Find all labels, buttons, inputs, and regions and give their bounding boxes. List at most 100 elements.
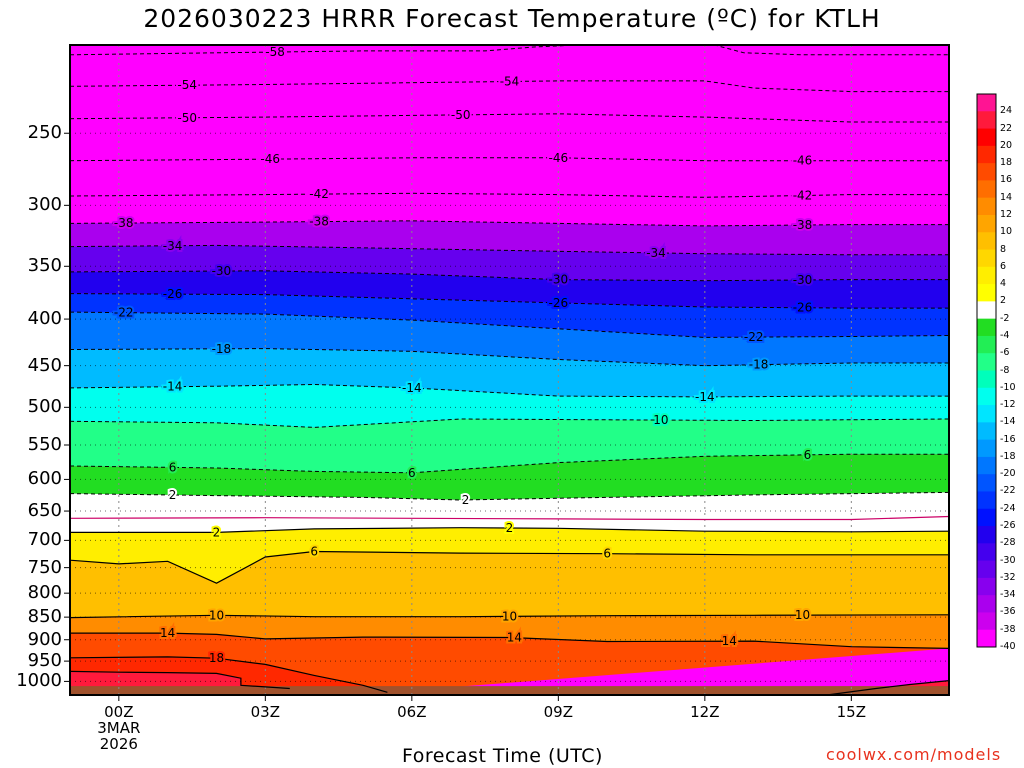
contour-label: -50 <box>451 108 471 122</box>
contour-label: -38 <box>793 218 813 232</box>
colorbar-label: 4 <box>1000 278 1007 290</box>
band--46 <box>70 113 949 161</box>
colorbar-label: -18 <box>1000 450 1016 462</box>
contour-label: -42 <box>309 187 329 201</box>
colorbar-swatch <box>977 629 996 648</box>
contour-label: -14 <box>695 390 715 404</box>
x-tick-label: 09Z <box>543 703 574 721</box>
band--50 <box>70 80 949 122</box>
colorbar-swatch <box>977 266 996 285</box>
colorbar-label: -34 <box>1000 589 1016 601</box>
contour-label: -18 <box>749 358 769 372</box>
band-14 <box>70 614 949 649</box>
colorbar-label: 12 <box>1000 208 1013 220</box>
colorbar-swatch <box>977 439 996 458</box>
contour-label: -46 <box>260 152 280 166</box>
colorbar-swatch <box>977 111 996 130</box>
y-tick-label: 500 <box>27 396 62 418</box>
contour-label: -54 <box>177 78 197 92</box>
colorbar-label: -16 <box>1000 433 1016 445</box>
x-tick-sublabel: 2026 <box>99 735 138 753</box>
colorbar-swatch <box>977 353 996 371</box>
colorbar-label: 14 <box>1000 191 1013 203</box>
colorbar-swatch <box>977 612 996 631</box>
colorbar-label: 2 <box>1000 295 1007 307</box>
contour-label: -22 <box>114 306 134 320</box>
band-6 <box>70 527 949 584</box>
x-axis-label: Forecast Time (UTC) <box>402 745 603 767</box>
contour-label: -54 <box>500 74 520 88</box>
contour-line <box>69 80 949 93</box>
y-tick-label: 800 <box>27 582 62 604</box>
chart-title: 2026030223 HRRR Forecast Temperature (ºC… <box>143 4 881 33</box>
colorbar-label: -32 <box>1000 571 1016 583</box>
colorbar-label: -2 <box>1000 312 1010 324</box>
colorbar-label: -20 <box>1000 468 1016 480</box>
contour-label: 10 <box>209 608 224 622</box>
colorbar-swatch <box>977 595 996 613</box>
contour-line <box>69 670 290 690</box>
colorbar-swatch <box>977 249 996 268</box>
colorbar-swatch <box>977 335 996 354</box>
colorbar-label: -22 <box>1000 485 1016 497</box>
contour-label: -30 <box>793 273 813 287</box>
colorbar-swatch <box>977 508 996 527</box>
colorbar-swatch <box>977 180 996 199</box>
contour-label: -26 <box>549 296 569 310</box>
colorbar-swatch <box>977 301 996 320</box>
y-tick-label: 950 <box>27 650 62 672</box>
colorbar-label: -36 <box>1000 606 1016 618</box>
colorbar-swatch <box>977 232 996 251</box>
contour-label: 6 <box>804 448 812 462</box>
colorbar-swatch <box>977 543 996 562</box>
band-2 <box>70 516 949 533</box>
colorbar-label: -40 <box>1000 641 1016 652</box>
colorbar-swatch <box>977 163 996 181</box>
colorbar-label: -30 <box>1000 554 1016 566</box>
x-tick-label: 03Z <box>250 703 281 721</box>
contour-label: 14 <box>722 634 737 648</box>
y-tick-label: 700 <box>27 529 62 551</box>
x-tick-label: 15Z <box>836 703 867 721</box>
band--38 <box>70 193 949 226</box>
contour-label: -14 <box>163 380 183 394</box>
contour-label: 2 <box>169 488 177 502</box>
colorbar-swatch <box>977 577 996 596</box>
contour-label: -34 <box>646 246 666 260</box>
colorbar-swatch <box>977 560 996 579</box>
colorbar-swatch <box>977 145 996 164</box>
colorbar-swatch <box>977 387 996 406</box>
contour-label: -58 <box>265 45 285 59</box>
y-tick-label: 450 <box>27 354 62 376</box>
contour-label: -46 <box>793 154 813 168</box>
band--10 <box>70 384 949 428</box>
contour-label: -38 <box>309 215 329 229</box>
band-warm <box>70 656 949 695</box>
colorbar-label: -28 <box>1000 537 1016 549</box>
band--18 <box>70 312 949 366</box>
colorbar-label: -12 <box>1000 399 1016 411</box>
colorbar-swatch <box>977 405 996 423</box>
band--26 <box>70 270 949 309</box>
contour-line <box>70 632 950 649</box>
y-tick-label: 250 <box>27 122 62 144</box>
colorbar-swatch <box>977 197 996 216</box>
contour-label: 2 <box>506 521 514 535</box>
contour-label: 6 <box>310 545 318 559</box>
colorbar-label: 10 <box>1000 226 1013 238</box>
contour-label: -30 <box>212 264 232 278</box>
x-tick-sublabel: 3MAR <box>97 719 141 737</box>
contour-label: -14 <box>402 381 422 395</box>
colorbar-swatch <box>977 318 996 337</box>
colorbar-label: -6 <box>1000 347 1010 359</box>
contour-line <box>826 680 950 696</box>
contour-label: -34 <box>163 239 183 253</box>
band--42 <box>70 157 949 198</box>
ground-strip <box>70 686 949 695</box>
colorbar-label: 16 <box>1000 174 1013 186</box>
plot-frame <box>69 44 950 696</box>
colorbar-label: -24 <box>1000 502 1016 514</box>
contour-line <box>69 550 949 584</box>
contour-label: -42 <box>793 189 813 203</box>
